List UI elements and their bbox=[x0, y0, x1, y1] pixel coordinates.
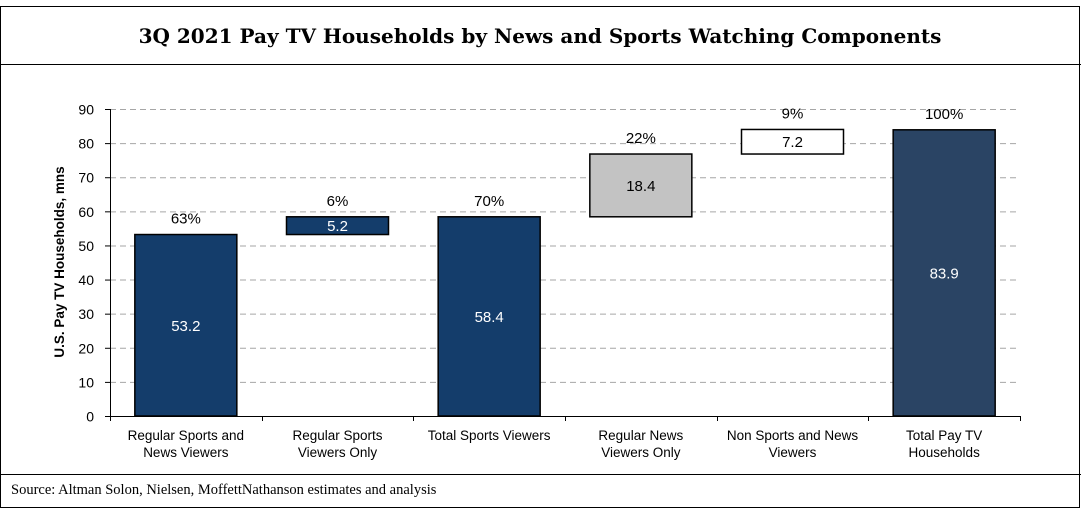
x-category-label: Viewers bbox=[769, 445, 817, 460]
x-category-label: Regular Sports and bbox=[128, 428, 244, 443]
bar bbox=[285, 216, 390, 236]
x-category-label: Total Pay TV bbox=[906, 428, 982, 443]
y-tick-label: 60 bbox=[78, 204, 94, 220]
x-category-label: Total Sports Viewers bbox=[428, 428, 551, 443]
x-category-label: Regular Sports bbox=[292, 428, 382, 443]
bar-value-label: 5.2 bbox=[327, 218, 348, 235]
y-tick-label: 30 bbox=[78, 306, 94, 322]
x-category-label: Households bbox=[909, 445, 981, 460]
y-tick-label: 50 bbox=[78, 238, 94, 254]
bar bbox=[134, 233, 238, 417]
bar bbox=[740, 128, 845, 155]
chart-title: 3Q 2021 Pay TV Households by News and Sp… bbox=[139, 24, 942, 48]
y-tick-label: 20 bbox=[78, 340, 94, 356]
y-tick-label: 80 bbox=[78, 136, 94, 152]
bar-value-label: 58.4 bbox=[475, 309, 504, 326]
bar-value-label: 18.4 bbox=[626, 178, 655, 195]
bar bbox=[437, 216, 541, 417]
x-category-label: News Viewers bbox=[143, 445, 229, 460]
bar bbox=[892, 129, 996, 417]
bar-percent-label: 100% bbox=[925, 106, 963, 123]
bar-percent-label: 63% bbox=[171, 211, 201, 228]
bar-value-label: 53.2 bbox=[171, 318, 200, 335]
bar-percent-label: 70% bbox=[474, 193, 504, 210]
bar-value-label: 7.2 bbox=[782, 134, 803, 151]
x-category-label: Viewers Only bbox=[298, 445, 378, 460]
x-category-label: Viewers Only bbox=[601, 445, 681, 460]
x-category-label: Regular News bbox=[598, 428, 683, 443]
source-note: Source: Altman Solon, Nielsen, MoffettNa… bbox=[11, 482, 437, 498]
bar-percent-label: 6% bbox=[327, 193, 349, 210]
y-tick-label: 40 bbox=[78, 272, 94, 288]
y-tick-label: 0 bbox=[86, 409, 94, 425]
y-tick-label: 90 bbox=[78, 102, 94, 118]
bar-percent-label: 22% bbox=[626, 130, 656, 147]
plot-area: 0 10 20 30 40 50 60 70 80 90 U.S. Pay TV Household… bbox=[52, 102, 1021, 460]
bar-percent-label: 9% bbox=[782, 105, 804, 122]
y-axis-label: U.S. Pay TV Households, mns bbox=[52, 166, 67, 357]
bar-value-label: 83.9 bbox=[930, 265, 959, 282]
bar bbox=[589, 153, 693, 218]
x-category-label: Non Sports and News bbox=[727, 428, 859, 443]
y-tick-label: 70 bbox=[78, 170, 94, 186]
y-tick-label: 10 bbox=[78, 374, 94, 390]
